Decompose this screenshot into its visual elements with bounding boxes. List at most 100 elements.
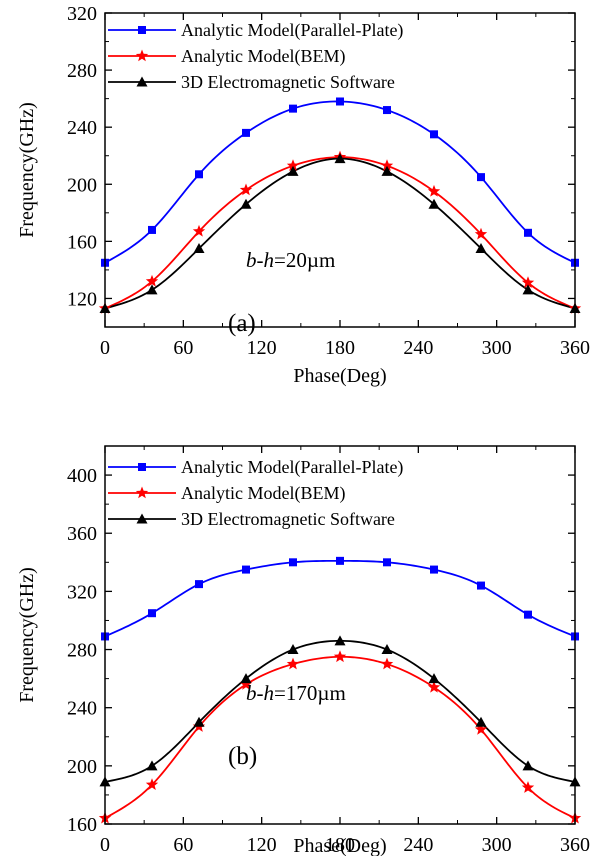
- data-point-triangle: [522, 760, 534, 771]
- x-tick-label: 0: [100, 834, 110, 856]
- data-point-triangle: [334, 635, 346, 646]
- x-axis-title: Phase(Deg): [293, 835, 386, 856]
- y-tick-label: 400: [67, 465, 97, 487]
- data-point-triangle: [522, 284, 534, 295]
- data-point-square: [336, 556, 344, 565]
- data-point-star: [286, 657, 300, 670]
- data-point-square: [524, 228, 532, 237]
- chart-panel-b: 0 60 120 180 240 300 360 160 200 240 280 320 360 400 P…: [16, 445, 590, 856]
- data-point-triangle: [240, 673, 252, 684]
- x-tick-label: 120: [247, 337, 277, 359]
- x-tick-label: 240: [403, 834, 433, 856]
- data-point-star: [427, 680, 441, 693]
- data-point-triangle: [146, 760, 158, 771]
- data-point-square: [524, 610, 532, 619]
- data-point-triangle: [193, 716, 205, 727]
- annotation-value: =170µm: [274, 681, 346, 705]
- x-tick-label: 360: [560, 834, 590, 856]
- data-point-star: [474, 227, 488, 240]
- data-point-star: [145, 778, 159, 790]
- annotation-gap: b-h=20µm: [246, 248, 335, 272]
- legend-label-1: Analytic Model(BEM): [181, 46, 345, 67]
- data-point-triangle: [287, 165, 299, 176]
- legend-label-2: 3D Electromagnetic Software: [181, 72, 395, 92]
- data-point-triangle: [381, 165, 393, 176]
- data-point-square: [430, 130, 438, 139]
- y-tick-label: 320: [67, 581, 97, 603]
- legend-label-0: Analytic Model(Parallel-Plate): [181, 457, 403, 478]
- legend-label-1: Analytic Model(BEM): [181, 483, 345, 504]
- annotation-value: =20µm: [274, 248, 335, 272]
- data-point-star: [135, 486, 149, 499]
- data-point-triangle: [193, 243, 205, 253]
- y-tick-label: 200: [67, 756, 97, 778]
- data-point-square: [383, 558, 391, 567]
- y-tick-label: 240: [67, 698, 97, 720]
- data-point-triangle: [136, 513, 148, 524]
- data-point-triangle: [428, 673, 440, 684]
- data-point-square: [289, 558, 297, 567]
- data-point-star: [427, 184, 441, 197]
- data-point-square: [477, 173, 485, 182]
- data-point-star: [474, 723, 488, 735]
- data-point-star: [380, 159, 394, 171]
- data-point-square: [195, 170, 203, 179]
- x-tick-label: 60: [173, 337, 193, 359]
- data-point-star: [333, 650, 347, 663]
- y-tick-label: 200: [67, 174, 97, 196]
- y-tick-label: 160: [67, 231, 97, 253]
- data-point-star: [286, 159, 300, 171]
- data-point-triangle: [334, 153, 346, 164]
- legend-label-0: Analytic Model(Parallel-Plate): [181, 20, 403, 41]
- data-point-square: [289, 104, 297, 113]
- annotation-italic: b-h: [246, 248, 274, 272]
- data-point-triangle: [381, 644, 393, 655]
- data-point-star: [239, 183, 253, 196]
- x-tick-label: 300: [482, 834, 512, 856]
- data-point-triangle: [136, 76, 148, 87]
- series-line-2: [104, 157, 576, 310]
- x-tick-label: 0: [100, 337, 110, 359]
- data-point-star: [135, 49, 149, 62]
- annotation-gap: b-h=170µm: [246, 681, 346, 705]
- data-point-square: [242, 128, 250, 137]
- y-tick-label: 160: [67, 814, 97, 836]
- x-tick-label: 60: [173, 834, 193, 856]
- data-point-triangle: [428, 198, 440, 209]
- data-point-star: [521, 781, 535, 793]
- y-tick-label: 240: [67, 117, 97, 139]
- data-point-square: [195, 580, 203, 589]
- data-point-square: [383, 106, 391, 115]
- data-point-square: [336, 97, 344, 106]
- data-point-star: [239, 677, 253, 690]
- panel-label: (a): [228, 310, 256, 337]
- y-tick-label: 320: [67, 3, 97, 25]
- data-point-square: [148, 225, 156, 234]
- data-point-star: [145, 274, 159, 287]
- x-axis-title: Phase(Deg): [293, 365, 386, 387]
- x-tick-label: 180: [325, 834, 355, 856]
- data-point-square: [138, 463, 146, 471]
- data-point-triangle: [146, 284, 158, 295]
- series-line-1: [104, 156, 576, 310]
- x-tick-label: 300: [482, 337, 512, 359]
- x-tick-label: 120: [247, 834, 277, 856]
- y-tick-label: 120: [67, 288, 97, 310]
- data-point-triangle: [240, 198, 252, 209]
- panel-label: (b): [228, 743, 257, 770]
- data-point-square: [242, 565, 250, 574]
- data-point-triangle: [475, 716, 487, 727]
- x-tick-label: 240: [403, 337, 433, 359]
- x-tick-label: 180: [325, 337, 355, 359]
- y-axis-title: Frequency(GHz): [16, 567, 38, 703]
- x-tick-label: 360: [560, 337, 590, 359]
- annotation-italic: b-h: [246, 681, 274, 705]
- y-tick-label: 280: [67, 60, 97, 82]
- data-point-star: [192, 224, 206, 237]
- data-point-square: [477, 581, 485, 590]
- y-tick-label: 360: [67, 523, 97, 545]
- y-axis-title: Frequency(GHz): [16, 102, 38, 238]
- data-point-triangle: [287, 644, 299, 655]
- data-point-star: [521, 276, 535, 289]
